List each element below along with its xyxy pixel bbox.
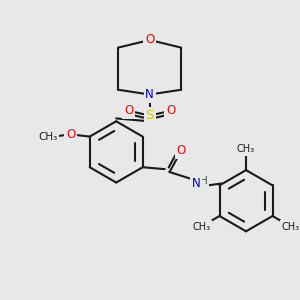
Text: CH₃: CH₃ [38,132,57,142]
Text: O: O [176,145,186,158]
Text: CH₃: CH₃ [282,221,300,232]
Text: O: O [66,128,75,141]
Text: H: H [200,176,208,186]
Text: CH₃: CH₃ [237,144,255,154]
Text: O: O [166,104,175,117]
Text: N: N [192,177,201,190]
Text: O: O [145,34,154,46]
Text: CH₃: CH₃ [192,221,210,232]
Text: N: N [145,88,154,101]
Text: S: S [146,109,154,122]
Text: O: O [124,104,133,117]
